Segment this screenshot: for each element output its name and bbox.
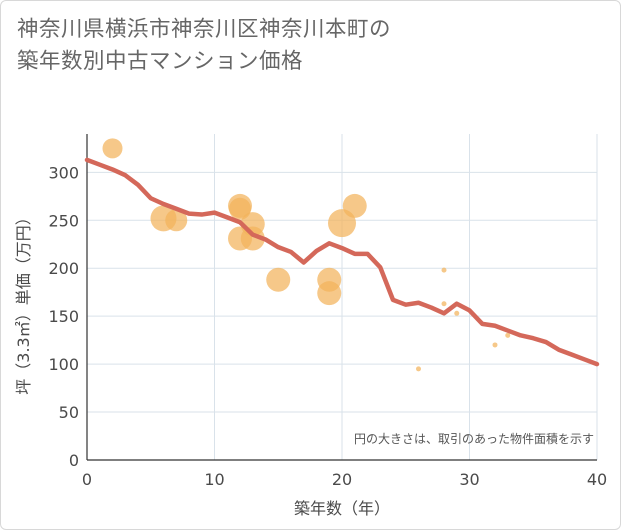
y-tick-label: 50 (59, 403, 79, 422)
scatter-point (165, 209, 188, 232)
scatter-point (492, 342, 498, 348)
chart-title: 神奈川県横浜市神奈川区神奈川本町の 築年数別中古マンション価格 (17, 14, 391, 78)
tick-labels: 0 10 20 30 40 0 50 100 150 200 250 300 (48, 163, 607, 489)
scatter-point (266, 267, 291, 292)
x-tick-label: 20 (332, 470, 352, 489)
x-axis-label: 築年数（年） (294, 499, 390, 518)
scatter-point (441, 267, 447, 273)
title-line-1: 神奈川県横浜市神奈川区神奈川本町の (17, 17, 392, 42)
x-tick-label: 0 (82, 470, 92, 489)
y-tick-label: 200 (48, 259, 79, 278)
bubble-size-note: 円の大きさは、取引のあった物件面積を示す (354, 431, 594, 446)
x-tick-label: 10 (204, 470, 224, 489)
y-tick-label: 0 (69, 451, 79, 470)
axes (86, 134, 597, 461)
scatter-point (441, 301, 447, 307)
x-tick-label: 40 (587, 470, 607, 489)
scatter-point (317, 281, 342, 306)
scatter-point (229, 197, 251, 220)
y-tick-label: 300 (48, 163, 79, 182)
x-tick-label: 30 (459, 470, 479, 489)
y-axis-label: 坪（3.3㎡）単価（万円） (14, 209, 33, 394)
trend-line-group (84, 157, 600, 367)
grid-lines (87, 134, 598, 460)
y-tick-label: 250 (48, 211, 79, 230)
trend-line (84, 157, 600, 367)
scatter-point (416, 366, 421, 372)
y-tick-label: 150 (48, 307, 79, 326)
title-line-2: 築年数別中古マンション価格 (17, 49, 304, 74)
scatter-point (505, 332, 511, 338)
scatter-point (240, 226, 265, 251)
scatter-point (454, 310, 460, 316)
y-tick-label: 100 (48, 355, 79, 374)
scatter-point (342, 193, 367, 218)
scatter-point (102, 138, 123, 159)
bubble-series (102, 138, 511, 372)
